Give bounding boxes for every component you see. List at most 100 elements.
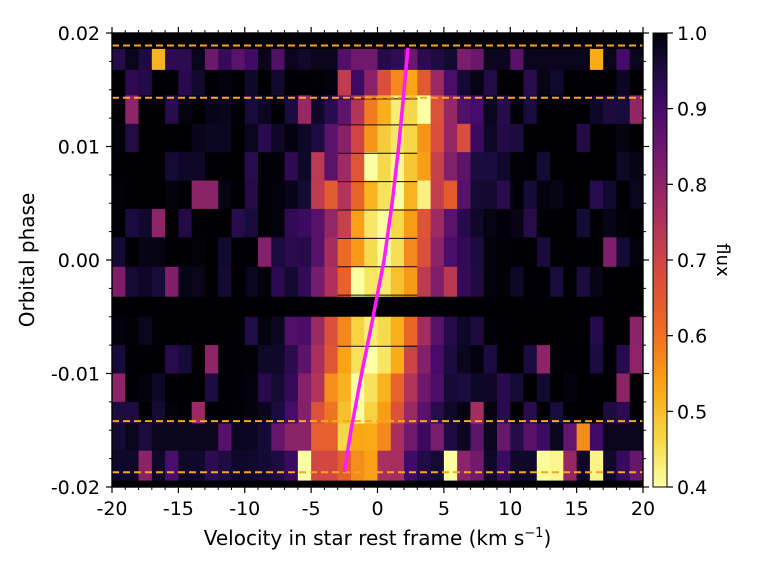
heatmap-cell — [563, 345, 578, 376]
y-tick-label: 0.01 — [58, 137, 100, 159]
heatmap-cell — [112, 373, 126, 404]
heatmap-cell — [536, 95, 551, 126]
heatmap-cell — [443, 208, 458, 239]
heatmap-cell — [218, 316, 232, 347]
heatmap-cell — [244, 450, 259, 481]
heatmap-cell — [244, 180, 259, 211]
heatmap-cell — [125, 423, 139, 454]
heatmap-cell — [603, 95, 617, 126]
heatmap-cell — [337, 266, 352, 297]
heatmap-cell — [151, 152, 166, 183]
heatmap-cell — [377, 373, 392, 404]
heatmap-cell — [138, 423, 153, 454]
heatmap-cell — [112, 152, 126, 183]
x-tick-label: -5 — [302, 498, 321, 520]
y-axis: -0.02 -0.01 0.00 0.01 0.02 — [51, 23, 649, 499]
heatmap-cell — [443, 266, 458, 297]
heatmap-cell — [470, 266, 485, 297]
heatmap-cell — [204, 423, 219, 454]
heatmap-cell — [271, 266, 285, 297]
heatmap-cell — [178, 373, 193, 404]
heatmap-cell — [457, 152, 471, 183]
x-tick-label: 15 — [565, 498, 589, 520]
heatmap-cell — [191, 266, 206, 297]
heatmap-cell — [178, 180, 193, 211]
heatmap-cell — [390, 237, 405, 268]
heatmap-cell — [191, 345, 206, 376]
x-tick-label: -20 — [96, 498, 127, 520]
heatmap-cell — [377, 423, 392, 454]
heatmap-cell — [125, 316, 139, 347]
heatmap-cell — [496, 450, 511, 481]
heatmap-cell — [271, 450, 285, 481]
heatmap-cell — [523, 237, 538, 268]
heatmap-cell — [404, 237, 418, 268]
heatmap-cell — [231, 266, 246, 297]
heatmap-cell — [271, 316, 285, 347]
heatmap-cell — [536, 266, 551, 297]
heatmap-cell — [284, 208, 299, 239]
heatmap-cell — [496, 423, 511, 454]
heatmap-cell — [311, 180, 325, 211]
heatmap-cell — [165, 69, 179, 99]
heatmap-cell — [258, 266, 272, 297]
heatmap-cell — [616, 373, 631, 404]
heatmap-cell — [616, 450, 631, 481]
colorbar-tick-label: 0.7 — [677, 250, 707, 272]
heatmap-cell — [244, 208, 259, 239]
heatmap-cell — [563, 450, 578, 481]
heatmap-cell — [576, 69, 591, 99]
heatmap-cell — [350, 95, 365, 126]
heatmap-cell — [616, 123, 631, 154]
heatmap-cell — [576, 123, 591, 154]
heatmap-cell — [151, 450, 166, 481]
heatmap-cell — [271, 123, 285, 154]
heatmap-cell — [390, 373, 405, 404]
heatmap-cell — [550, 450, 564, 481]
heatmap-cell — [178, 69, 193, 99]
heatmap-cell — [165, 237, 179, 268]
heatmap-cell — [165, 95, 179, 126]
heatmap-cell — [483, 95, 498, 126]
heatmap-cell — [324, 95, 339, 126]
heatmap-cell — [151, 208, 166, 239]
heatmap-cell — [483, 123, 498, 154]
heatmap-cell — [470, 152, 485, 183]
heatmap-cell — [430, 180, 445, 211]
heatmap-cell — [218, 69, 232, 99]
heatmap-cell — [138, 266, 153, 297]
heatmap-cell — [404, 266, 418, 297]
heatmap-cell — [390, 69, 405, 99]
y-tick-label: -0.02 — [51, 477, 100, 499]
heatmap-cell — [324, 152, 339, 183]
heatmap-cell — [324, 180, 339, 211]
heatmap-cell — [629, 450, 643, 481]
heatmap-cell — [297, 345, 312, 376]
heatmap-cell — [364, 373, 378, 404]
heatmap-cell — [151, 345, 166, 376]
heatmap-cell — [457, 316, 471, 347]
heatmap-cell — [125, 373, 139, 404]
heatmap-cell — [457, 266, 471, 297]
heatmap-cell — [550, 123, 564, 154]
heatmap-cell — [218, 237, 232, 268]
heatmap-cell — [178, 450, 193, 481]
heatmap-cell — [417, 373, 431, 404]
heatmap-cell — [563, 423, 578, 454]
heatmap-cell — [496, 152, 511, 183]
heatmap-cell — [112, 237, 126, 268]
heatmap-cell — [311, 123, 325, 154]
heatmap-cell — [191, 95, 206, 126]
y-tick-label: 0.00 — [58, 250, 100, 272]
heatmap-cell — [430, 423, 445, 454]
heatmap-cell — [430, 373, 445, 404]
heatmap-cell — [563, 373, 578, 404]
heatmap-cell — [337, 316, 352, 347]
heatmap-cell — [191, 180, 206, 211]
heatmap-cell — [457, 95, 471, 126]
heatmap-cell — [165, 450, 179, 481]
heatmap-cell — [377, 152, 392, 183]
heatmap-cell — [470, 123, 485, 154]
heatmap-cell — [337, 373, 352, 404]
